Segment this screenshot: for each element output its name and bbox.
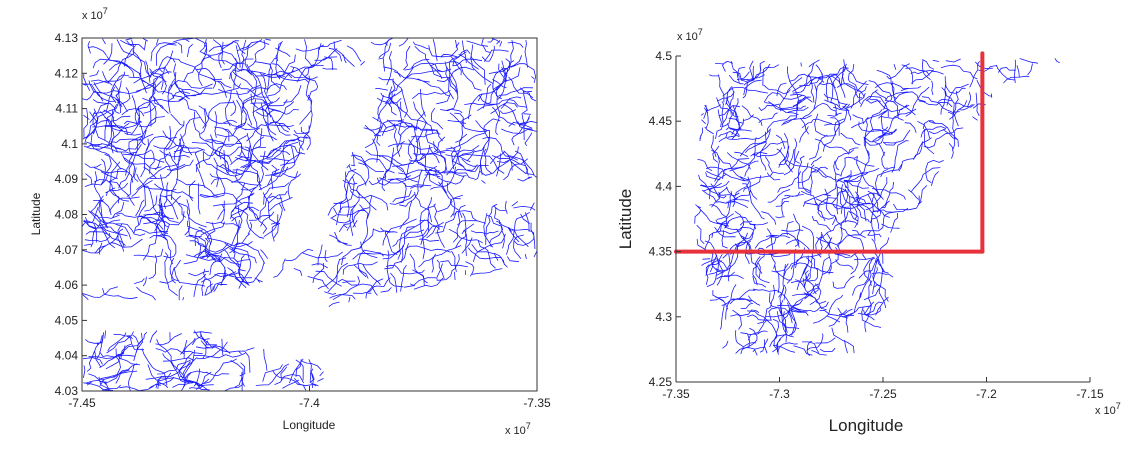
left-y-tick-label: 4.1 [61,137,78,151]
left-y-tick-label: 4.11 [56,102,79,116]
right-y-tick-label: 4.25 [649,375,673,389]
left-y-tick-label: 4.05 [55,313,79,327]
left-y-tick-label: 4.07 [55,243,79,257]
road-segments [82,38,537,391]
left-x-exponent: x 107 [505,421,531,437]
left-y-tick-label: 4.08 [55,208,79,222]
right-x-axis-label: Longitude [829,416,904,435]
left-y-tick-label: 4.03 [55,384,79,398]
left-y-exponent: x 107 [82,6,108,22]
left-plot: -7.45 -7.4 -7.35 4.03 4.04 4.05 4.06 4.07 4.08 4.… [29,6,551,437]
right-x-exponent: x 107 [1095,401,1121,417]
right-x-tick-label: -7.35 [662,387,690,401]
left-x-axis-label: Longitude [283,418,336,432]
right-y-axis-label: Latitude [616,189,635,250]
right-y-tick-label: 4.35 [649,245,673,259]
left-x-tick-label: -7.35 [523,396,551,410]
left-y-tick-label: 4.04 [55,349,79,363]
right-plot: -7.35 -7.3 -7.25 -7.2 -7.15 4.25 4.3 4.35 4.4 4.4… [616,27,1121,435]
road-segments [694,58,1060,357]
left-y-tick-label: 4.13 [55,31,79,45]
left-y-axis-label: Latitude [29,192,43,235]
left-y-tick-label: 4.06 [55,278,79,292]
right-x-tick-label: -7.2 [976,387,997,401]
right-y-tick-label: 4.3 [655,310,672,324]
right-x-tick-label: -7.3 [769,387,790,401]
left-y-tick-label: 4.09 [55,172,79,186]
right-y-tick-label: 4.45 [649,114,673,128]
right-y-tick-label: 4.4 [655,179,672,193]
right-road-network [694,58,1060,357]
right-x-tick-label: -7.15 [1076,387,1104,401]
right-x-tick-label: -7.25 [869,387,897,401]
left-road-network [82,38,537,391]
right-ticks: -7.35 -7.3 -7.25 -7.2 -7.15 4.25 4.3 4.35 4.4 4.4… [649,49,1104,401]
right-y-tick-label: 4.5 [655,49,672,63]
left-y-tick-label: 4.12 [55,66,79,80]
right-overlay-lines [674,51,985,254]
left-ticks: -7.45 -7.4 -7.35 4.03 4.04 4.05 4.06 4.07 4.08 4.… [55,31,551,410]
right-y-exponent: x 107 [677,27,703,43]
left-x-tick-label: -7.4 [299,396,320,410]
left-x-tick-label: -7.45 [68,396,96,410]
